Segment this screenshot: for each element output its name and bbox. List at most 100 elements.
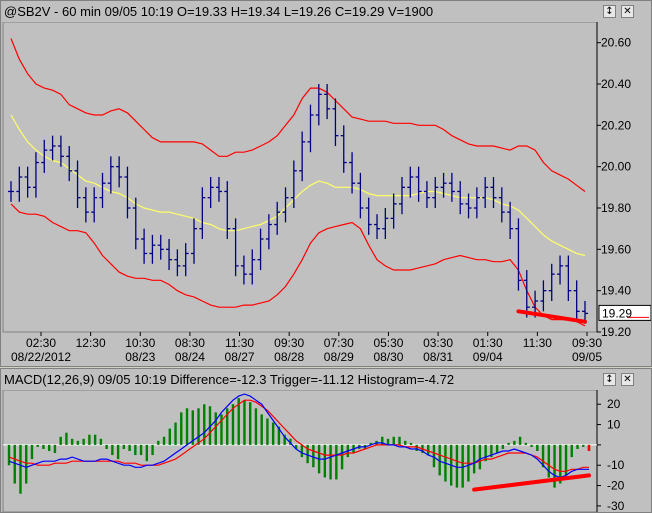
histogram-bar bbox=[381, 436, 384, 445]
histogram-bar bbox=[306, 444, 309, 464]
histogram-bar bbox=[25, 444, 28, 484]
histogram-bar bbox=[432, 444, 436, 468]
close-icon[interactable]: ✕ bbox=[621, 373, 634, 386]
histogram-bar bbox=[392, 436, 395, 445]
histogram-bar bbox=[271, 422, 275, 445]
histogram-bar bbox=[386, 438, 390, 445]
x-tick-label: 09:30 bbox=[274, 336, 304, 350]
histogram-bar bbox=[65, 432, 68, 445]
histogram-bar bbox=[180, 412, 183, 445]
histogram-bar bbox=[157, 440, 160, 445]
y-tick-label: 20.20 bbox=[601, 118, 631, 132]
histogram-bar bbox=[260, 414, 263, 445]
x-tick-date-label: 08/31 bbox=[423, 350, 453, 364]
histogram-bar bbox=[559, 444, 562, 484]
histogram-bar bbox=[323, 444, 327, 478]
x-tick-date-label: 08/29 bbox=[324, 350, 354, 364]
histogram-bar bbox=[134, 444, 137, 456]
histogram-bar bbox=[564, 444, 568, 476]
last-histogram-marker bbox=[587, 444, 591, 451]
histogram-bar bbox=[461, 444, 464, 488]
last-price-label: 19.29 bbox=[602, 306, 632, 320]
histogram-bar bbox=[254, 408, 258, 445]
pin-icon[interactable]: ↕ bbox=[603, 373, 616, 386]
histogram-bar bbox=[283, 434, 286, 445]
histogram-bar bbox=[541, 444, 545, 468]
histogram-bar bbox=[139, 444, 143, 456]
x-tick-label: 11:30 bbox=[225, 336, 254, 350]
x-tick-date-label: 08/30 bbox=[373, 350, 403, 364]
x-tick-date-label: 08/23 bbox=[125, 350, 155, 364]
macd-chart-title: MACD(12,26,9) 09/05 10:19 Difference=-12… bbox=[4, 372, 455, 387]
histogram-bar bbox=[335, 444, 338, 480]
last-price-box bbox=[598, 304, 651, 321]
histogram-bar bbox=[582, 444, 585, 447]
upper-bollinger-band bbox=[10, 38, 586, 192]
histogram-bar bbox=[438, 444, 441, 476]
histogram-bar bbox=[174, 422, 177, 445]
histogram-bar bbox=[220, 414, 223, 445]
histogram-bar bbox=[472, 444, 476, 474]
histogram-bar bbox=[484, 444, 487, 462]
histogram-bar bbox=[226, 408, 229, 445]
histogram-bar bbox=[266, 418, 269, 445]
plot-area bbox=[2, 22, 598, 333]
histogram-bar bbox=[300, 444, 304, 458]
y-tick-label: 19.60 bbox=[601, 242, 631, 256]
histogram-bar bbox=[507, 442, 510, 445]
price-chart-title: @SB2V - 60 min 09/05 10:19 O=19.33 H=19.… bbox=[4, 4, 434, 19]
x-tick-label: 08:30 bbox=[175, 336, 205, 350]
histogram-bar bbox=[294, 444, 298, 449]
x-tick-date-label: 08/22/2012 bbox=[11, 350, 71, 364]
histogram-bar bbox=[116, 444, 120, 460]
x-tick-date-label: 09/04 bbox=[473, 350, 503, 364]
histogram-bar bbox=[312, 444, 315, 468]
histogram-bar bbox=[208, 406, 212, 445]
x-tick-label: 05:30 bbox=[373, 336, 403, 350]
x-tick-label: 01:30 bbox=[473, 336, 503, 350]
x-tick-date-label: 09/05 bbox=[572, 350, 602, 364]
x-tick-label: 03:30 bbox=[423, 336, 453, 350]
histogram-bar bbox=[70, 438, 74, 445]
histogram-bar bbox=[145, 444, 149, 462]
x-tick-label: 10:30 bbox=[125, 336, 155, 350]
histogram-bar bbox=[501, 444, 505, 449]
pin-icon[interactable]: ↕ bbox=[603, 5, 616, 18]
histogram-bar bbox=[93, 434, 97, 445]
histogram-bar bbox=[53, 444, 57, 454]
price-chart-panel: @SB2V - 60 min 09/05 10:19 O=19.33 H=19.… bbox=[0, 0, 652, 367]
histogram-bar bbox=[277, 426, 281, 445]
histogram-bar bbox=[162, 436, 166, 445]
macd-chart-panel: MACD(12,26,9) 09/05 10:19 Difference=-12… bbox=[0, 368, 652, 513]
x-tick-date-label: 08/27 bbox=[225, 350, 255, 364]
close-icon[interactable]: ✕ bbox=[621, 5, 634, 18]
histogram-bar bbox=[19, 444, 22, 494]
x-tick-date-label: 08/28 bbox=[274, 350, 304, 364]
histogram-bar bbox=[231, 404, 235, 445]
trendline-annotation bbox=[516, 309, 587, 324]
histogram-bar bbox=[122, 444, 126, 449]
histogram-bar bbox=[36, 444, 39, 447]
trigger-line bbox=[8, 399, 589, 472]
x-tick-label: 11:30 bbox=[523, 336, 552, 350]
histogram-bar bbox=[76, 440, 80, 445]
histogram-bar bbox=[151, 444, 154, 456]
histogram-bar bbox=[42, 444, 45, 449]
histogram-bar bbox=[59, 436, 62, 445]
y-tick-label: -10 bbox=[607, 458, 625, 472]
histogram-bar bbox=[289, 438, 292, 445]
y-tick-label: 19.20 bbox=[601, 325, 631, 339]
histogram-bar bbox=[329, 444, 332, 480]
x-tick-date-label: 08/24 bbox=[175, 350, 205, 364]
histogram-bar bbox=[553, 444, 556, 488]
histogram-bar bbox=[570, 444, 573, 458]
histogram-bar bbox=[536, 444, 539, 451]
histogram-bar bbox=[369, 442, 372, 445]
y-tick-label: -30 bbox=[607, 499, 625, 512]
histogram-bar bbox=[111, 444, 114, 456]
histogram-bar bbox=[105, 444, 108, 449]
histogram-bar bbox=[513, 440, 516, 445]
histogram-bar bbox=[243, 400, 246, 445]
y-tick-label: 20.60 bbox=[601, 36, 631, 50]
y-tick-label: 20 bbox=[607, 397, 621, 411]
